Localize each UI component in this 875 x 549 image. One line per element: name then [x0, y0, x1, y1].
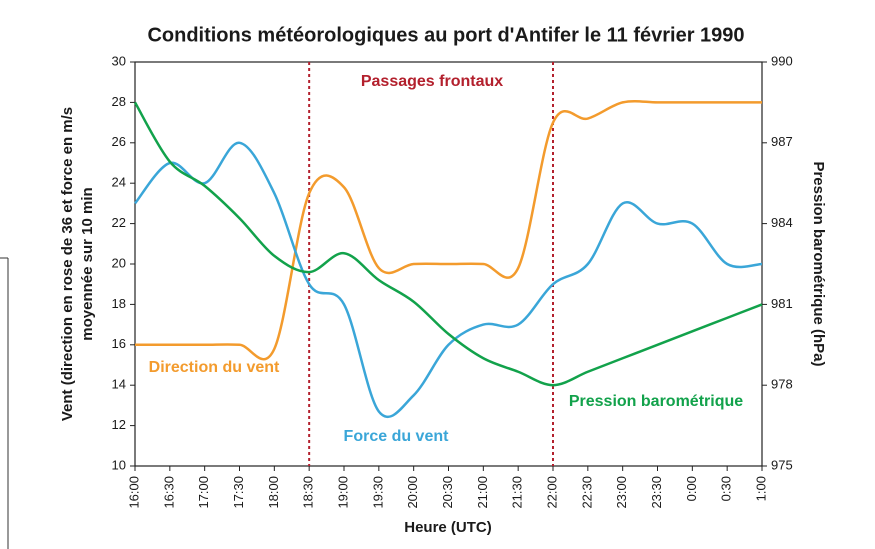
- y-tick-label: 30: [112, 53, 126, 68]
- y-tick-label: 16: [112, 336, 126, 351]
- series-line: [135, 99, 762, 361]
- y-tick-label: 26: [112, 134, 126, 149]
- series-line: [134, 141, 763, 419]
- x-tick-label: 23:00: [614, 476, 629, 509]
- x-tick-label: 0:00: [684, 476, 699, 501]
- x-tick-label: 16:30: [161, 476, 176, 509]
- x-tick-label: 18:30: [301, 476, 316, 509]
- series-label: Force du vent: [344, 428, 450, 445]
- x-tick-label: 21:30: [510, 476, 525, 509]
- y-axis-title: moyennée sur 10 min: [79, 187, 96, 340]
- y-tick-label: 18: [112, 296, 126, 311]
- x-tick-label: 22:30: [579, 476, 594, 509]
- annotation: Passages frontaux: [361, 73, 503, 90]
- y2-tick-label: 984: [771, 215, 793, 230]
- series-label: Pression barométrique: [569, 393, 743, 410]
- y2-axis-title: Pression barométrique (hPa): [810, 161, 827, 366]
- x-tick-label: 17:00: [196, 476, 211, 509]
- y-tick-label: 20: [112, 255, 126, 270]
- x-tick-label: 18:00: [266, 476, 281, 509]
- y2-tick-label: 987: [771, 134, 793, 149]
- x-tick-label: 20:30: [440, 476, 455, 509]
- y-tick-label: 10: [112, 457, 126, 472]
- y2-tick-label: 981: [771, 296, 793, 311]
- x-tick-label: 21:00: [475, 476, 490, 509]
- y-tick-label: 14: [112, 377, 126, 392]
- series-line: [133, 101, 763, 387]
- x-tick-label: 16:00: [126, 476, 141, 509]
- x-tick-label: 20:00: [405, 476, 420, 509]
- x-tick-label: 19:30: [370, 476, 385, 509]
- x-axis-title: Heure (UTC): [404, 519, 492, 536]
- y-tick-label: 24: [112, 175, 126, 190]
- x-tick-label: 19:00: [335, 476, 350, 509]
- chart-title: Conditions météorologiques au port d'Ant…: [147, 24, 744, 46]
- x-tick-label: 1:00: [753, 476, 768, 501]
- x-tick-label: 23:30: [649, 476, 664, 509]
- y-axis-title: Vent (direction en rose de 36 et force e…: [59, 107, 76, 421]
- x-tick-label: 22:00: [544, 476, 559, 509]
- y2-tick-label: 978: [771, 377, 793, 392]
- x-tick-label: 0:30: [719, 476, 734, 501]
- x-tick-label: 17:30: [231, 476, 246, 509]
- y-tick-label: 28: [112, 94, 126, 109]
- series-label: Direction du vent: [149, 359, 280, 376]
- y-tick-label: 12: [112, 417, 126, 432]
- y2-tick-label: 975: [771, 457, 793, 472]
- y2-tick-label: 990: [771, 53, 793, 68]
- y-tick-label: 22: [112, 215, 126, 230]
